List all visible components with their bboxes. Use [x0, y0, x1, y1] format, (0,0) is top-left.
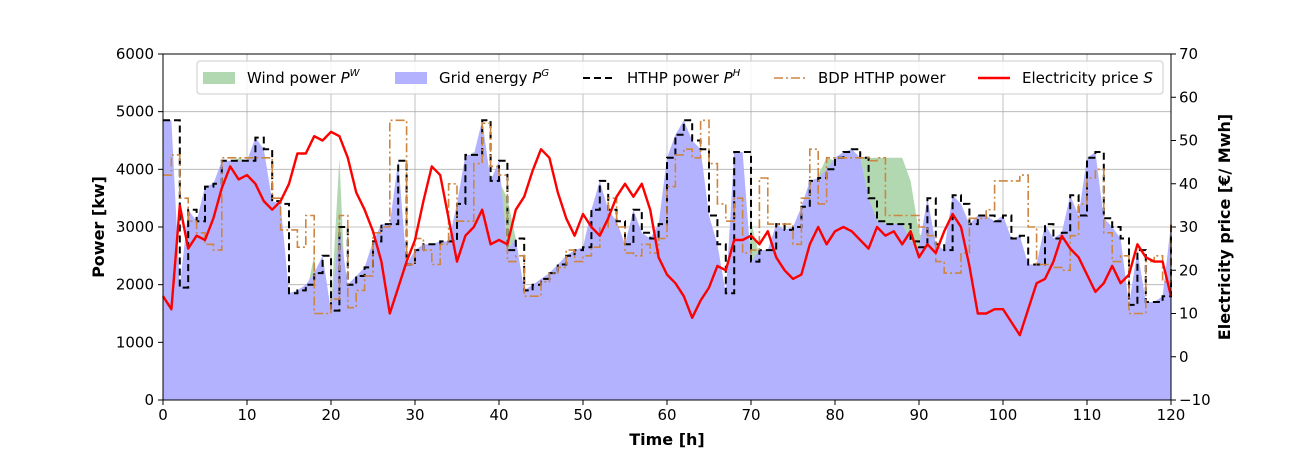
- legend-label-main: BDP HTHP power: [818, 69, 946, 87]
- legend-swatch: [395, 72, 427, 84]
- right-axis-title: Electricity price [€/ Mwh]: [1215, 114, 1234, 340]
- right-y-tick-label: 30: [1179, 218, 1198, 236]
- x-tick-label: 120: [1157, 406, 1186, 424]
- legend-label: Wind power PW: [247, 68, 361, 87]
- legend-label-superscript: W: [350, 68, 361, 79]
- series-layer: [161, 119, 1173, 401]
- legend-label-symbol: P: [341, 69, 351, 87]
- x-tick-label: 70: [741, 406, 760, 424]
- legend-label-main: Electricity price: [1022, 69, 1143, 87]
- legend-swatch: [203, 72, 235, 84]
- x-axis-title: Time [h]: [629, 430, 705, 449]
- legend-item: BDP HTHP power: [774, 69, 946, 87]
- axes: 0 10 20 30 40 50 60 70 80 90 100 110 120010002000300…: [116, 45, 1211, 424]
- legend-label-main: Wind power: [247, 69, 341, 87]
- right-y-tick-label: 20: [1179, 261, 1198, 279]
- x-tick-label: 90: [909, 406, 928, 424]
- left-axis-title: Power [kw]: [89, 176, 108, 278]
- legend-label-superscript: H: [733, 68, 741, 79]
- right-y-tick-label: −10: [1179, 391, 1211, 409]
- left-y-tick-label: 3000: [116, 218, 154, 236]
- left-y-tick-label: 5000: [116, 103, 154, 121]
- legend-item: Electricity price S: [978, 69, 1153, 87]
- legend-item: Grid energy PG: [395, 68, 549, 87]
- series-1-area: [163, 120, 1171, 401]
- legend: Wind power PW Grid energy PG HTHP power PH…: [196, 60, 1164, 95]
- x-tick-label: 50: [573, 406, 592, 424]
- x-tick-label: 0: [158, 406, 168, 424]
- legend-label: HTHP power PH: [627, 68, 741, 87]
- legend-label: Grid energy PG: [439, 68, 549, 87]
- right-y-tick-label: 50: [1179, 132, 1198, 150]
- x-tick-label: 20: [321, 406, 340, 424]
- right-y-tick-label: 0: [1179, 348, 1189, 366]
- legend-label-symbol: P: [532, 69, 542, 87]
- legend-label-superscript: G: [541, 68, 549, 79]
- left-y-tick-label: 6000: [116, 45, 154, 63]
- x-tick-label: 110: [1073, 406, 1102, 424]
- left-y-tick-label: 4000: [116, 160, 154, 178]
- series-3-line: [163, 119, 1172, 315]
- legend-label: BDP HTHP power: [818, 69, 946, 87]
- x-tick-label: 60: [657, 406, 676, 424]
- series-4-line: [161, 130, 1173, 337]
- x-tick-label: 10: [237, 406, 256, 424]
- right-y-tick-label: 60: [1179, 88, 1198, 106]
- legend-label-main: HTHP power: [627, 69, 724, 87]
- left-y-tick-label: 0: [144, 391, 154, 409]
- x-tick-label: 40: [489, 406, 508, 424]
- x-tick-label: 100: [989, 406, 1018, 424]
- legend-label: Electricity price S: [1022, 69, 1153, 87]
- legend-label-main: Grid energy: [439, 69, 532, 87]
- x-tick-label: 80: [825, 406, 844, 424]
- legend-box: [196, 60, 1164, 95]
- legend-item: HTHP power PH: [583, 68, 741, 87]
- x-tick-label: 30: [405, 406, 424, 424]
- legend-label-symbol: S: [1143, 69, 1153, 87]
- legend-label-symbol: P: [724, 69, 734, 87]
- right-y-tick-label: 70: [1179, 45, 1198, 63]
- left-y-tick-label: 2000: [116, 276, 154, 294]
- legend-item: Wind power PW: [203, 68, 361, 87]
- right-y-tick-label: 10: [1179, 305, 1198, 323]
- right-y-tick-label: 40: [1179, 175, 1198, 193]
- left-y-tick-label: 1000: [116, 333, 154, 351]
